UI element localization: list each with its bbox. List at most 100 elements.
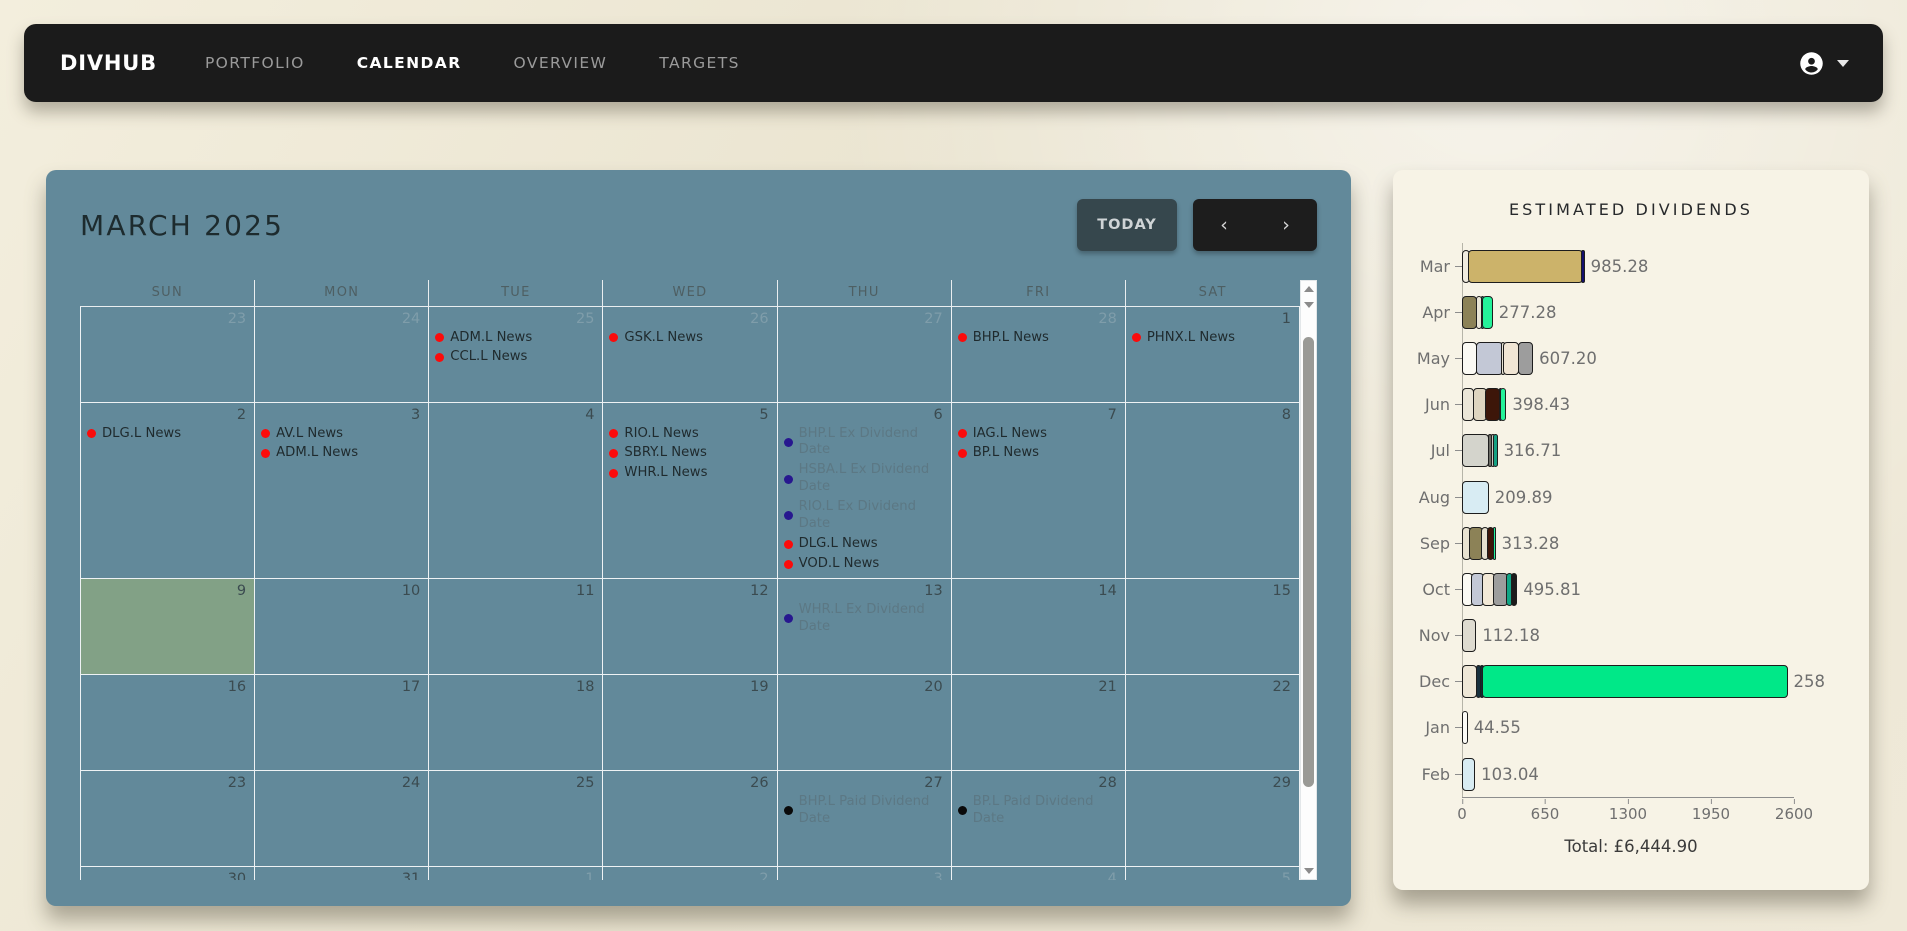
calendar-event-news[interactable]: RIO.L News xyxy=(609,426,768,443)
calendar-day-cell[interactable]: 24 xyxy=(254,769,430,867)
chart-bar-row[interactable]: Sep 313.28 xyxy=(1393,520,1869,566)
calendar-event-paid[interactable]: BHP.L Paid Dividend Date xyxy=(783,794,943,828)
nav-link-calendar[interactable]: CALENDAR xyxy=(356,54,462,72)
calendar-day-cell[interactable]: 15 xyxy=(1124,577,1300,675)
calendar-day-cell[interactable]: 2 DLG.L News xyxy=(80,401,256,579)
stacked-bar[interactable] xyxy=(1462,249,1585,283)
bar-segment[interactable] xyxy=(1462,434,1490,468)
calendar-day-cell[interactable]: 18 xyxy=(428,673,604,771)
calendar-event-news[interactable]: GSK.L News xyxy=(609,330,768,347)
next-month-button[interactable]: › xyxy=(1266,202,1306,248)
calendar-event-news[interactable]: AV.L News xyxy=(261,426,420,443)
calendar-day-cell[interactable]: 5 xyxy=(1124,865,1300,880)
calendar-day-cell[interactable]: 2 xyxy=(602,865,778,880)
bar-segment[interactable] xyxy=(1462,480,1489,514)
bar-segment[interactable] xyxy=(1462,619,1477,653)
scrollbar-thumb[interactable] xyxy=(1303,337,1314,787)
bar-segment[interactable] xyxy=(1492,434,1498,468)
calendar-day-cell[interactable]: 23 xyxy=(80,769,256,867)
calendar-day-cell[interactable]: 13 WHR.L Ex Dividend Date xyxy=(776,577,952,675)
calendar-event-ex[interactable]: RIO.L Ex Dividend Date xyxy=(783,499,943,533)
calendar-day-cell[interactable]: 1 PHNX.L News xyxy=(1124,305,1300,403)
bar-segment[interactable] xyxy=(1481,295,1493,329)
prev-month-button[interactable]: ‹ xyxy=(1204,202,1244,248)
stacked-bar[interactable] xyxy=(1462,341,1534,375)
account-circle-icon[interactable] xyxy=(1798,50,1825,77)
calendar-event-news[interactable]: ADM.L News xyxy=(261,445,420,462)
bar-segment[interactable] xyxy=(1511,572,1518,606)
chart-bar-row[interactable]: Jul 316.71 xyxy=(1393,428,1869,474)
bar-segment[interactable] xyxy=(1492,526,1496,560)
chart-bar-row[interactable]: May 607.20 xyxy=(1393,335,1869,381)
chart-bar-row[interactable]: Aug 209.89 xyxy=(1393,474,1869,520)
calendar-day-cell[interactable]: 11 xyxy=(428,577,604,675)
bar-segment[interactable] xyxy=(1482,665,1788,699)
calendar-day-cell[interactable]: 27 xyxy=(776,305,952,403)
stacked-bar[interactable] xyxy=(1462,388,1507,422)
calendar-day-cell[interactable]: 25 xyxy=(428,769,604,867)
calendar-event-news[interactable]: CCL.L News xyxy=(435,349,594,366)
calendar-day-cell[interactable]: 9 xyxy=(80,577,256,675)
calendar-event-news[interactable]: BHP.L News xyxy=(957,330,1117,347)
calendar-day-cell[interactable]: 14 xyxy=(950,577,1126,675)
today-button[interactable]: TODAY xyxy=(1077,199,1177,251)
calendar-event-news[interactable]: ADM.L News xyxy=(435,330,594,347)
calendar-day-cell[interactable]: 20 xyxy=(776,673,952,771)
calendar-day-cell[interactable]: 6 BHP.L Ex Dividend Date HSBA.L Ex Dividen… xyxy=(776,401,952,579)
bar-segment[interactable] xyxy=(1517,341,1534,375)
calendar-event-paid[interactable]: BP.L Paid Dividend Date xyxy=(957,794,1117,828)
calendar-day-cell[interactable]: 7 IAG.L News BP.L News xyxy=(950,401,1126,579)
calendar-day-cell[interactable]: 8 xyxy=(1124,401,1300,579)
calendar-day-cell[interactable]: 16 xyxy=(80,673,256,771)
stacked-bar[interactable] xyxy=(1462,665,1788,699)
scrollbar-track[interactable] xyxy=(1300,313,1317,863)
calendar-day-cell[interactable]: 28 BHP.L News xyxy=(950,305,1126,403)
calendar-day-cell[interactable]: 22 xyxy=(1124,673,1300,771)
calendar-day-cell[interactable]: 1 xyxy=(428,865,604,880)
scroll-down-small-button[interactable] xyxy=(1300,297,1317,313)
calendar-scrollbar[interactable] xyxy=(1300,280,1317,880)
stacked-bar[interactable] xyxy=(1462,526,1496,560)
stacked-bar[interactable] xyxy=(1462,619,1477,653)
chevron-down-icon[interactable] xyxy=(1837,59,1849,67)
bar-segment[interactable] xyxy=(1468,249,1583,283)
nav-link-targets[interactable]: TARGETS xyxy=(659,54,740,72)
stacked-bar[interactable] xyxy=(1462,711,1468,745)
chart-bar-row[interactable]: Mar 985.28 xyxy=(1393,243,1869,289)
calendar-day-cell[interactable]: 23 xyxy=(80,305,256,403)
bar-segment[interactable] xyxy=(1503,341,1520,375)
bar-segment[interactable] xyxy=(1484,388,1501,422)
calendar-day-cell[interactable]: 4 xyxy=(950,865,1126,880)
calendar-event-news[interactable]: WHR.L News xyxy=(609,465,768,482)
calendar-day-cell[interactable]: 10 xyxy=(254,577,430,675)
calendar-event-news[interactable]: SBRY.L News xyxy=(609,445,768,462)
stacked-bar[interactable] xyxy=(1462,434,1498,468)
calendar-event-ex[interactable]: BHP.L Ex Dividend Date xyxy=(783,426,943,460)
chart-bar-row[interactable]: Jun 398.43 xyxy=(1393,382,1869,428)
chart-bar-row[interactable]: Feb 103.04 xyxy=(1393,751,1869,797)
calendar-event-ex[interactable]: WHR.L Ex Dividend Date xyxy=(783,602,943,636)
calendar-day-cell[interactable]: 31 xyxy=(254,865,430,880)
scroll-up-button[interactable] xyxy=(1300,281,1317,297)
calendar-event-news[interactable]: BP.L News xyxy=(957,445,1117,462)
calendar-day-cell[interactable]: 26 GSK.L News xyxy=(602,305,778,403)
calendar-event-news[interactable]: IAG.L News xyxy=(957,426,1117,443)
stacked-bar[interactable] xyxy=(1462,295,1493,329)
nav-link-overview[interactable]: OVERVIEW xyxy=(513,54,608,72)
calendar-day-cell[interactable]: 29 xyxy=(1124,769,1300,867)
calendar-event-news[interactable]: DLG.L News xyxy=(87,426,246,443)
bar-segment[interactable] xyxy=(1500,388,1507,422)
bar-segment[interactable] xyxy=(1475,341,1503,375)
calendar-day-cell[interactable]: 4 xyxy=(428,401,604,579)
bar-segment[interactable] xyxy=(1462,711,1468,745)
calendar-day-cell[interactable]: 19 xyxy=(602,673,778,771)
chart-bar-row[interactable]: Nov 112.18 xyxy=(1393,613,1869,659)
stacked-bar[interactable] xyxy=(1462,572,1518,606)
calendar-day-cell[interactable]: 12 xyxy=(602,577,778,675)
calendar-day-cell[interactable]: 26 xyxy=(602,769,778,867)
calendar-event-ex[interactable]: HSBA.L Ex Dividend Date xyxy=(783,462,943,496)
chart-bar-row[interactable]: Apr 277.28 xyxy=(1393,289,1869,335)
calendar-day-cell[interactable]: 17 xyxy=(254,673,430,771)
calendar-day-cell[interactable]: 3 xyxy=(776,865,952,880)
bar-segment[interactable] xyxy=(1581,249,1585,283)
